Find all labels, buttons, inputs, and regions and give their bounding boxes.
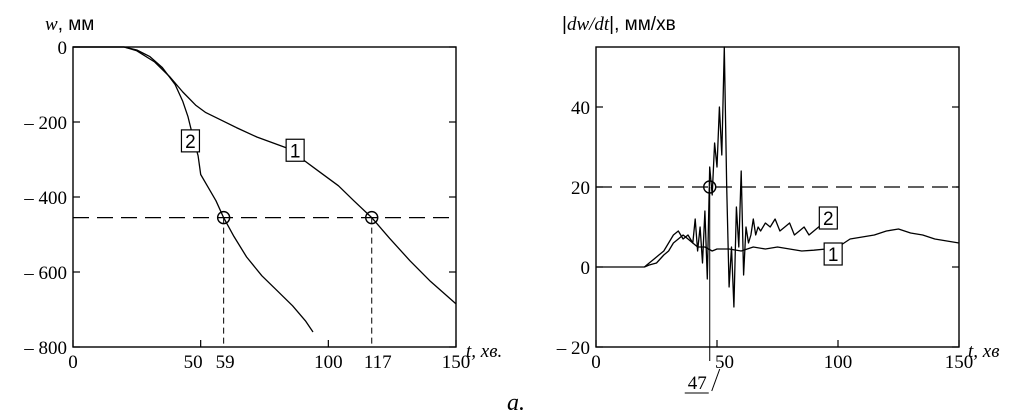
left-y-tick-label: – 600	[23, 263, 67, 284]
left-x-tick-label: 50	[184, 352, 203, 373]
right-y-tick-label: 0	[581, 258, 591, 279]
left-series-2-label: 2	[185, 132, 196, 153]
right-series-2-label: 2	[823, 209, 834, 230]
left-y-tick-label: 0	[58, 38, 68, 59]
abs-bar-right: |	[609, 14, 614, 35]
right-series-1-label-box	[823, 242, 843, 266]
left-extra-x-label: 117	[364, 352, 392, 373]
abs-bar-left: |	[562, 14, 567, 35]
right-y-axis-label: |dw/dt|, мм/хв	[562, 14, 676, 35]
left-series-2-line	[73, 46, 314, 333]
right-series-1-label: 1	[828, 245, 839, 266]
right-guides	[596, 186, 959, 361]
right-x-tick-label: 50	[715, 352, 734, 373]
left-series: 12	[73, 46, 457, 333]
figure-caption: a.	[507, 390, 525, 416]
left-y-tick-label: – 400	[23, 188, 67, 209]
left-ticks: 0 50 100 150 0 – 200 – 400 – 600 – 800 59 117	[23, 38, 470, 373]
left-x-tick-label: 150	[442, 352, 471, 373]
right-y-tick-label: – 20	[556, 338, 590, 359]
left-extra-x-label: 59	[216, 352, 235, 373]
right-x-tick-label: 100	[824, 352, 853, 373]
right-y-tick-label: 20	[571, 178, 590, 199]
left-guides	[73, 216, 456, 347]
left-x-tick-label: 100	[314, 352, 343, 373]
right-extra-x-label: 47	[688, 373, 707, 394]
right-x-tick-label: 150	[945, 352, 974, 373]
left-y-tick-label: – 800	[23, 338, 67, 359]
left-intersection-marker	[365, 210, 379, 225]
right-series-2-label-box	[818, 206, 838, 230]
right-x-axis-label: t, хв	[968, 341, 999, 362]
left-series-1-label-box	[285, 138, 305, 162]
right-y-tick-label: 40	[571, 98, 590, 119]
left-series-2-label-box	[180, 129, 201, 153]
left-series-1-line	[73, 46, 457, 305]
right-series: 12	[596, 46, 960, 308]
left-x-axis-label: t, хв.	[466, 341, 502, 362]
right-extra-x-slash	[711, 368, 721, 392]
left-plot-frame	[72, 46, 457, 348]
left-series-1-label: 1	[290, 141, 301, 162]
right-chart: |dw/dt|, мм/хв t, хв 0 50 100 150– 20020404…	[556, 14, 1000, 394]
left-y-axis-label: w, мм	[45, 14, 94, 35]
right-plot-frame	[595, 46, 960, 348]
right-series-2-line	[643, 46, 827, 308]
right-series-1-line	[596, 228, 960, 268]
left-y-tick-label: – 200	[23, 113, 67, 134]
left-intersection-marker	[216, 210, 231, 225]
left-chart: w, мм t, хв. 0 50 100 150 0 – 200 – 400 – 600 – …	[23, 14, 502, 373]
right-x-tick-label: 0	[591, 352, 601, 373]
right-intersection-marker	[703, 180, 717, 194]
left-x-tick-label: 0	[68, 352, 78, 373]
